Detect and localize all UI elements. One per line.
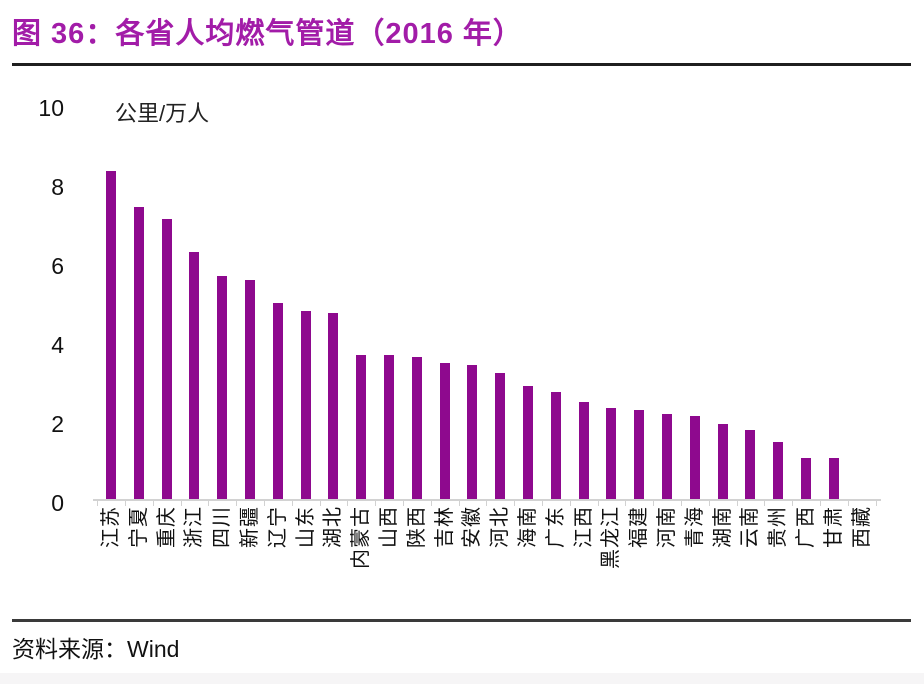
bar [495,373,506,501]
x-axis-tick [541,499,543,506]
bar [384,355,394,501]
bar [745,430,756,501]
x-axis-label: 浙江 [183,506,206,548]
x-axis-tick [347,499,349,506]
x-axis-tick [792,499,794,506]
x-axis-tick [152,499,154,506]
x-axis-label: 西藏 [850,506,873,548]
bar [106,171,116,501]
x-axis-tick [458,499,460,506]
x-axis-label: 吉林 [433,506,456,548]
x-axis-label: 云南 [739,506,762,548]
bottom-divider [12,619,911,622]
y-axis-tick-label: 2 [51,411,64,437]
x-axis-label: 重庆 [155,506,178,548]
bar [272,303,283,501]
y-axis-tick-label: 0 [51,490,64,516]
x-axis-label: 海南 [517,506,539,548]
x-axis-label: 青海 [683,506,706,548]
page-footer-strip [0,673,924,684]
x-axis-tick [180,499,182,506]
figure-title: 图 36：各省人均燃气管道（2016 年） [12,18,523,50]
bar [356,355,367,501]
bar [133,207,144,501]
x-axis-tick [319,499,321,506]
x-axis-label: 湖南 [711,506,734,548]
x-axis-tick [208,499,210,506]
y-axis-tick-label: 8 [51,174,64,200]
x-axis-tick [764,499,766,506]
x-axis-tick [708,499,710,506]
top-divider [12,63,911,66]
bar [161,219,172,501]
bar [801,458,811,501]
bar [217,276,228,501]
x-axis-tick [97,499,99,506]
bar [189,252,200,501]
bar [634,410,645,501]
x-axis-label: 内蒙古 [350,506,373,569]
bar [411,357,422,501]
x-axis-tick [236,499,238,506]
x-axis-label: 广东 [544,506,567,548]
x-axis-tick [124,499,126,506]
x-axis-tick [263,499,265,506]
bar [662,414,672,501]
bar [606,408,617,501]
x-axis-label: 陕西 [405,506,428,548]
x-axis-label: 贵州 [767,506,790,548]
x-axis-tick [736,499,738,506]
x-axis-label: 江苏 [100,506,122,548]
bar [467,365,478,501]
y-axis-tick-label: 10 [38,95,64,121]
x-axis-label: 山东 [294,506,317,548]
x-axis-tick [819,499,821,506]
x-axis-label: 广西 [795,506,817,548]
x-axis-label: 安徽 [461,506,484,548]
bar [578,402,589,501]
x-axis-tick [680,499,682,506]
x-axis-tick [597,499,599,506]
x-axis-label: 黑龙江 [600,506,623,569]
x-axis-label: 四川 [211,506,234,548]
x-axis-label: 河北 [489,506,512,548]
x-axis-tick [291,499,293,506]
bar [328,313,339,501]
x-axis-tick [402,499,404,506]
x-axis-tick [875,499,877,506]
x-axis-tick [625,499,627,506]
x-axis-tick [653,499,655,506]
y-axis-tick-label: 6 [51,253,64,279]
x-axis-label: 辽宁 [266,506,289,548]
x-axis-label: 山西 [378,506,400,548]
x-axis-tick [569,499,571,506]
x-axis-label: 甘肃 [822,506,845,548]
y-axis-tick-label: 4 [51,332,64,358]
bar [550,392,561,501]
bar [828,458,839,501]
x-axis-label: 湖北 [322,506,345,548]
x-axis-tick [375,499,377,506]
x-axis-label: 江西 [572,506,595,548]
x-axis-tick [514,499,516,506]
x-axis-tick [486,499,488,506]
x-axis-tick [430,499,432,506]
x-axis-label: 宁夏 [127,506,150,548]
bar [245,280,255,501]
bar [717,424,728,501]
bar [773,442,784,501]
x-axis-label: 河南 [656,506,678,548]
x-axis-label: 福建 [628,506,651,548]
y-axis-unit-label: 公里/万人 [115,101,210,126]
bar [439,363,450,501]
x-axis-label: 新疆 [239,506,261,548]
bar [523,386,533,501]
x-axis-tick [847,499,849,506]
bar [689,416,700,501]
bar [300,311,311,501]
source-note: 资料来源：Wind [12,636,180,662]
